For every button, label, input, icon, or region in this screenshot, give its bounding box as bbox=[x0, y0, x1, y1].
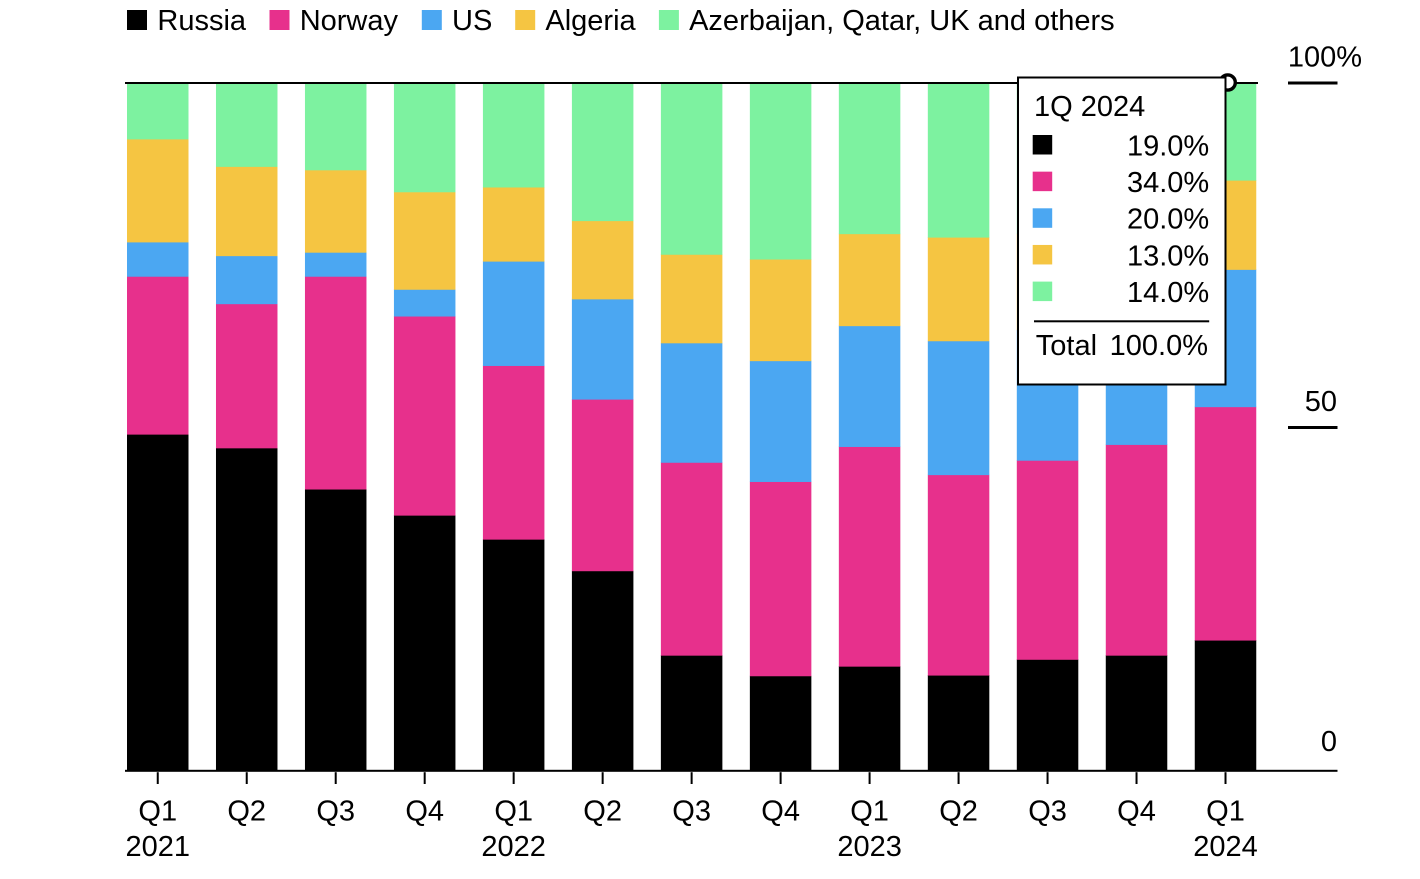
svg-text:Q4: Q4 bbox=[761, 796, 800, 828]
svg-text:Total: Total bbox=[1036, 330, 1097, 362]
svg-text:2021: 2021 bbox=[125, 831, 190, 863]
svg-text:14.0%: 14.0% bbox=[1127, 277, 1209, 309]
svg-text:Q3: Q3 bbox=[316, 796, 355, 828]
svg-text:2023: 2023 bbox=[837, 831, 902, 863]
svg-text:2024: 2024 bbox=[1193, 831, 1258, 863]
svg-text:Azerbaijan, Qatar, UK and othe: Azerbaijan, Qatar, UK and others bbox=[689, 5, 1115, 37]
svg-text:Q1: Q1 bbox=[1206, 796, 1245, 828]
svg-text:Q2: Q2 bbox=[583, 796, 622, 828]
svg-text:Norway: Norway bbox=[300, 5, 399, 37]
svg-text:Q1: Q1 bbox=[138, 796, 177, 828]
svg-text:34.0%: 34.0% bbox=[1127, 167, 1209, 199]
svg-text:Algeria: Algeria bbox=[545, 5, 636, 37]
svg-text:20.0%: 20.0% bbox=[1127, 204, 1209, 236]
svg-text:Russia: Russia bbox=[157, 5, 247, 37]
svg-text:Q4: Q4 bbox=[1117, 796, 1156, 828]
svg-text:13.0%: 13.0% bbox=[1127, 240, 1209, 272]
svg-text:Q2: Q2 bbox=[227, 796, 266, 828]
svg-text:1Q 2024: 1Q 2024 bbox=[1034, 91, 1145, 123]
svg-text:2022: 2022 bbox=[481, 831, 546, 863]
svg-text:Q3: Q3 bbox=[672, 796, 711, 828]
svg-text:0: 0 bbox=[1321, 726, 1337, 758]
svg-text:Q2: Q2 bbox=[939, 796, 978, 828]
svg-text:Q3: Q3 bbox=[1028, 796, 1067, 828]
svg-text:Q1: Q1 bbox=[494, 796, 533, 828]
svg-text:US: US bbox=[452, 5, 492, 37]
svg-text:100%: 100% bbox=[1288, 42, 1362, 74]
svg-text:19.0%: 19.0% bbox=[1127, 130, 1209, 162]
svg-text:50: 50 bbox=[1305, 386, 1337, 418]
svg-text:Q1: Q1 bbox=[850, 796, 889, 828]
svg-text:Q4: Q4 bbox=[405, 796, 444, 828]
svg-text:100.0%: 100.0% bbox=[1110, 330, 1208, 362]
